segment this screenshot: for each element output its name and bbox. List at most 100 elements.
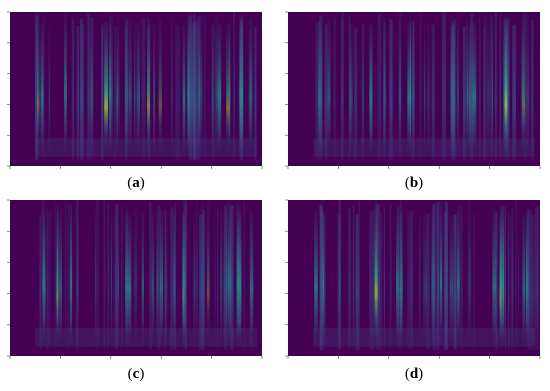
- spectrogram-streak: [353, 27, 358, 161]
- spectrogram-streak: [254, 26, 257, 161]
- spectrogram-streak: [426, 214, 430, 350]
- spectrogram-streak: [125, 20, 128, 160]
- spectrogram-streak: [54, 201, 56, 350]
- spectrogram-streak: [456, 12, 459, 161]
- panel: (d): [285, 199, 541, 382]
- spectrogram-streak: [70, 206, 72, 350]
- spectrogram-streak: [113, 203, 115, 350]
- spectrogram-streak: [412, 13, 415, 160]
- spectrogram-streak: [338, 200, 341, 350]
- spectrogram-streak: [321, 200, 324, 350]
- spectrogram-streak: [110, 13, 113, 161]
- spectrogram-streak: [450, 25, 454, 160]
- spectrogram-streak: [407, 211, 410, 350]
- spectrogram-streak: [527, 206, 529, 350]
- spectrogram-streak: [526, 24, 530, 160]
- spectrogram-streak: [151, 210, 154, 350]
- spectrogram-streak: [201, 209, 205, 350]
- caption-prefix: (: [405, 175, 410, 191]
- spectrogram-streak: [134, 204, 138, 350]
- spectrogram-streak: [193, 21, 198, 161]
- spectrogram-streak: [64, 12, 67, 160]
- spectrogram-streak: [48, 27, 51, 161]
- spectrogram-streak: [226, 23, 231, 161]
- spectrogram-streak: [104, 21, 108, 160]
- spectrogram-streak: [467, 200, 472, 350]
- spectrogram-streak: [41, 200, 43, 350]
- spectrogram-streak: [407, 23, 411, 161]
- spectrogram-streak: [466, 16, 469, 161]
- spectrogram-streak: [223, 213, 225, 350]
- spectrogram-streak: [174, 203, 176, 350]
- spectrogram-streak: [500, 205, 505, 350]
- spectrogram-streak: [499, 21, 501, 161]
- spectrogram-streak: [523, 13, 528, 160]
- spectrogram-streak: [383, 207, 386, 350]
- spectrogram-streak: [46, 208, 48, 350]
- spectrogram-streak: [512, 24, 516, 160]
- spectrogram-streak: [87, 13, 91, 161]
- spectrogram-streak: [396, 207, 399, 350]
- spectrogram-floor: [35, 138, 257, 157]
- spectrogram-streak: [472, 22, 477, 160]
- spectrogram-streak: [175, 21, 177, 160]
- spectrogram-streak: [400, 211, 402, 350]
- spectrogram-streak: [327, 18, 331, 161]
- spectrogram-streak: [147, 23, 151, 161]
- spectrogram-streak: [504, 206, 506, 350]
- spectrogram-streak: [37, 14, 40, 161]
- spectrogram-streak: [217, 208, 219, 350]
- spectrogram-streak: [107, 202, 109, 350]
- spectrogram-streak: [522, 212, 526, 350]
- spectrogram-streak: [369, 211, 372, 350]
- spectrogram-streak: [376, 204, 380, 350]
- spectrogram-streak: [511, 212, 514, 350]
- spectrogram-streak: [492, 209, 497, 350]
- spectrogram-streak: [43, 209, 46, 350]
- spectrogram-streak: [141, 211, 144, 350]
- spectrogram-streak: [233, 12, 235, 161]
- spectrogram-streak: [249, 214, 254, 350]
- spectrogram-streak: [470, 13, 474, 160]
- panel-caption: (b): [405, 175, 423, 191]
- spectrogram-streak: [157, 205, 161, 350]
- spectrogram-streak: [203, 15, 206, 160]
- spectrogram-streak: [508, 213, 510, 350]
- spectrogram-streak: [176, 25, 180, 161]
- spectrogram-streak: [349, 24, 353, 160]
- spectrogram-streak: [58, 210, 62, 350]
- spectrogram-streak: [225, 201, 230, 350]
- spectrogram-streak: [224, 205, 227, 350]
- spectrogram-streak: [156, 206, 159, 350]
- spectrogram-streak: [181, 214, 183, 350]
- spectrogram-streak: [72, 21, 74, 160]
- spectrogram-floor: [313, 327, 535, 347]
- spectrogram-streak: [444, 201, 449, 350]
- spectrogram-streak: [124, 210, 129, 350]
- spectrogram-floor: [313, 138, 535, 157]
- spectrogram-streak: [453, 214, 457, 350]
- spectrogram-streak: [39, 215, 42, 350]
- spectrogram-streak: [35, 13, 37, 161]
- spectrogram-streak: [479, 18, 481, 161]
- spectrogram-streak: [527, 209, 532, 350]
- spectrogram-streak: [341, 12, 344, 161]
- spectrogram-streak: [398, 19, 402, 160]
- spectrogram-streak: [489, 15, 493, 161]
- spectrogram-streak: [128, 18, 132, 161]
- spectrogram-streak: [391, 21, 394, 160]
- spectrogram-streak: [319, 203, 323, 350]
- spectrogram-streak: [432, 203, 436, 350]
- spectrogram-streak: [534, 206, 539, 350]
- spectrogram-streak: [419, 12, 422, 160]
- spectrogram-streak: [352, 205, 355, 350]
- spectrogram-streak: [423, 23, 426, 160]
- spectrogram-streak: [65, 200, 67, 350]
- spectrogram-streak: [71, 17, 74, 160]
- spectrogram-streak: [183, 200, 188, 350]
- spectrogram-streak: [217, 22, 222, 160]
- spectrogram-streak: [239, 18, 241, 160]
- spectrogram-streak: [453, 18, 457, 160]
- spectrogram-streak: [237, 205, 241, 350]
- spectrogram-streak: [117, 203, 120, 350]
